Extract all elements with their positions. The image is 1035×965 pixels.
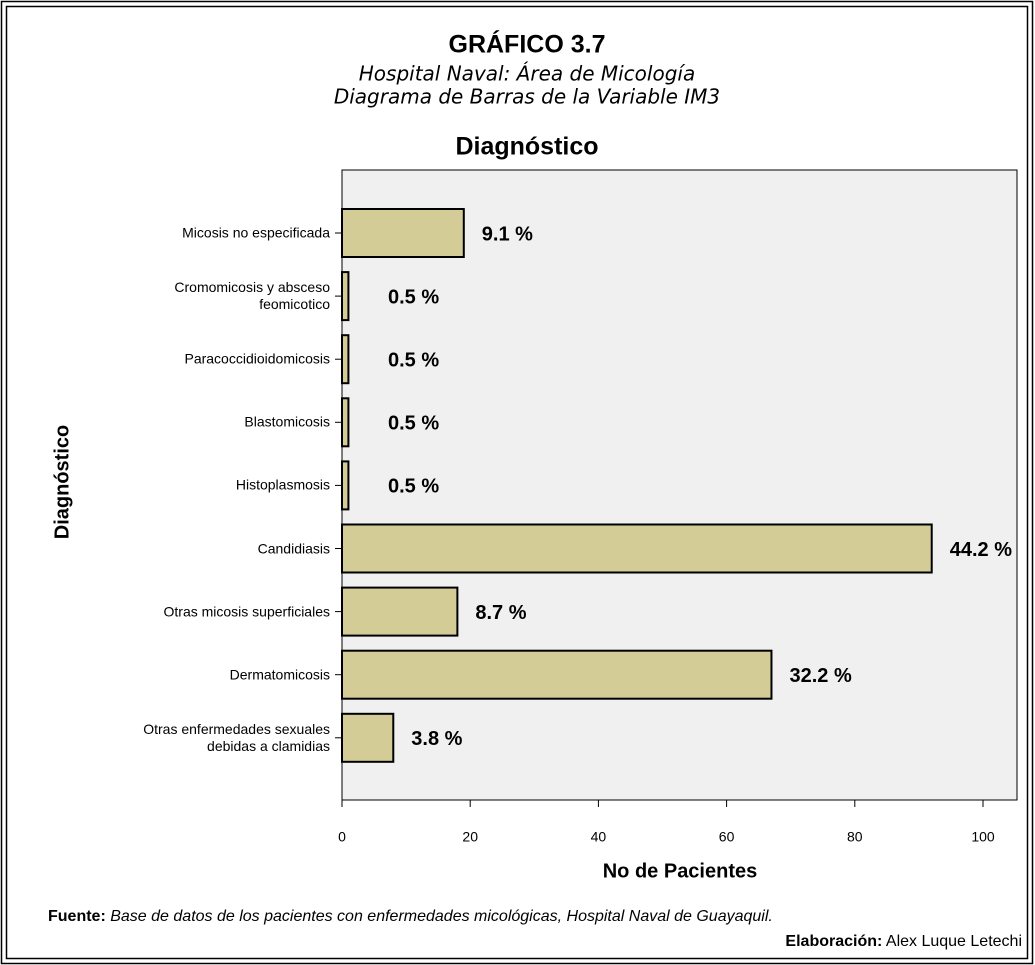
x-tick-label: 100 — [971, 829, 995, 845]
bar — [341, 271, 350, 322]
source-note: Fuente: Base de datos de los pacientes c… — [48, 908, 773, 926]
bar — [341, 208, 465, 258]
credit-note: Elaboración: Alex Luque Letechi — [785, 933, 1022, 951]
bar — [341, 712, 395, 763]
y-axis-label: Diagnóstico — [51, 425, 73, 539]
y-tick-label: Otras enfermedades sexuales debidas a cl… — [143, 720, 330, 754]
bar-label: 0.5 % — [388, 349, 439, 371]
x-tick-label: 80 — [847, 829, 863, 845]
plot-area — [341, 169, 1018, 801]
credit-text: Alex Luque Letechi — [885, 933, 1022, 950]
x-tick-label: 0 — [338, 829, 346, 845]
y-tick-label: Blastomicosis — [244, 413, 330, 430]
bar — [341, 397, 350, 448]
bar-label: 0.5 % — [388, 286, 439, 308]
chart-subtitle: Diagnóstico — [455, 133, 598, 161]
bar-label: 0.5 % — [388, 413, 439, 435]
y-tick-label: Histoplasmosis — [235, 476, 330, 493]
x-tick-label: 40 — [591, 829, 607, 845]
credit-label: Elaboración: — [785, 933, 883, 950]
bar-label: 9.1 % — [482, 223, 533, 245]
bar-label: 3.8 % — [411, 728, 462, 750]
y-tick-label: Micosis no especificada — [182, 224, 330, 241]
y-tick-label: Cromomicosis y absceso feomicotico — [174, 279, 330, 313]
x-tick-label: 20 — [462, 829, 478, 845]
y-tick-label: Dermatomicosis — [229, 666, 330, 683]
subtitle: Diagrama de Barras de la Variable IM3 — [334, 85, 720, 109]
chart-title: GRÁFICO 3.7 — [449, 30, 606, 59]
y-tick-label: Otras micosis superficiales — [163, 603, 331, 620]
bar — [341, 649, 773, 700]
bar — [341, 586, 459, 637]
bar — [341, 334, 350, 385]
bar — [341, 460, 350, 511]
bar-label: 8.7 % — [475, 602, 526, 624]
bar-label: 32.2 % — [789, 665, 851, 687]
source-text: Base de datos de los pacientes con enfer… — [110, 908, 773, 925]
subtitle: Hospital Naval: Área de Micología — [359, 62, 695, 86]
bar — [341, 523, 933, 574]
y-tick-label: Candidiasis — [257, 540, 330, 556]
x-tick-label: 60 — [719, 829, 735, 845]
y-tick-label: Paracoccidioidomicosis — [184, 350, 330, 367]
source-label: Fuente: — [48, 908, 106, 925]
bar-label: 44.2 % — [950, 539, 1012, 561]
bar-label: 0.5 % — [388, 476, 439, 498]
inner-frame — [5, 5, 1029, 960]
x-axis-label: No de Pacientes — [603, 860, 758, 882]
